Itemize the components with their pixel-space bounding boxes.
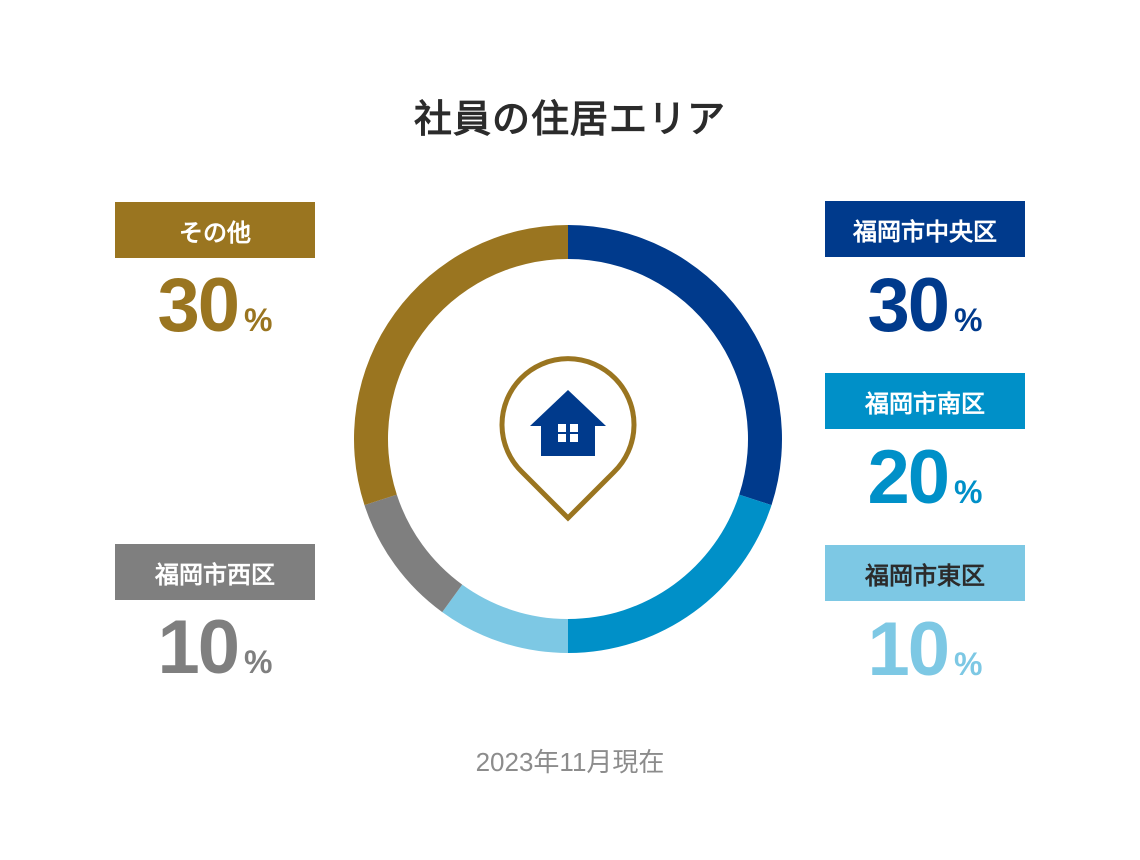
legend-label-chuo: 福岡市中央区: [825, 201, 1025, 257]
legend-label-minami: 福岡市南区: [825, 373, 1025, 429]
chart-title: 社員の住居エリア: [413, 97, 726, 141]
slice-chuo: [568, 225, 783, 506]
value-label-nishi: 10%: [115, 604, 315, 691]
value-label-higashi: 10%: [825, 606, 1025, 693]
legend-label-other: その他: [115, 202, 315, 258]
value-label-chuo: 30%: [825, 262, 1025, 349]
value-number: 20: [867, 435, 951, 520]
percent-sign: %: [244, 302, 273, 338]
house-icon: [530, 390, 606, 456]
percent-sign: %: [244, 644, 273, 680]
date-footnote: 2023年11月現在: [475, 747, 665, 777]
value-label-minami: 20%: [825, 434, 1025, 521]
slice-minami: [568, 494, 772, 653]
percent-sign: %: [954, 646, 983, 682]
value-number: 10: [157, 605, 241, 690]
value-number: 10: [867, 607, 951, 692]
legend-label-higashi: 福岡市東区: [825, 545, 1025, 601]
value-label-other: 30%: [115, 262, 315, 349]
slice-nishi: [364, 494, 463, 613]
slice-higashi: [442, 584, 568, 653]
value-number: 30: [867, 263, 951, 348]
value-number: 30: [157, 263, 241, 348]
percent-sign: %: [954, 474, 983, 510]
slice-other: [354, 225, 568, 506]
percent-sign: %: [954, 302, 983, 338]
location-pin-icon: [499, 356, 637, 522]
house-pin-icon: [499, 356, 637, 522]
legend-label-nishi: 福岡市西区: [115, 544, 315, 600]
